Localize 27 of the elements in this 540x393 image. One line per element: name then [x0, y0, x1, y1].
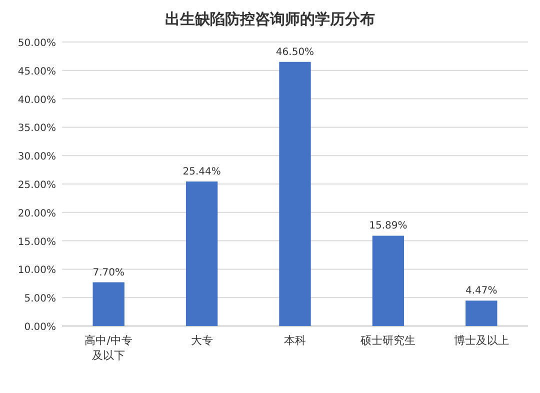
x-tick-label: 本科 [284, 334, 306, 347]
y-tick-label: 10.00% [18, 265, 56, 276]
y-tick-label: 40.00% [18, 94, 56, 106]
y-tick-label: 15.00% [18, 236, 56, 248]
y-tick-label: 20.00% [18, 208, 56, 220]
y-tick-label: 5.00% [24, 294, 56, 305]
bar [92, 282, 124, 326]
data-label: 7.70% [92, 267, 124, 278]
y-tick-label: 50.00% [18, 38, 56, 49]
data-label: 46.50% [276, 46, 314, 58]
x-tick-label: 高中/中专及以下 [84, 334, 132, 362]
data-label: 25.44% [182, 166, 221, 178]
x-tick-label: 大专 [190, 334, 213, 347]
x-tick-label: 博士及以上 [454, 334, 509, 347]
bar [186, 182, 218, 326]
y-tick-label: 30.00% [18, 152, 56, 163]
data-label: 15.89% [369, 220, 408, 232]
bar [279, 62, 311, 326]
data-label: 4.47% [466, 286, 498, 297]
bar [372, 236, 404, 326]
y-tick-label: 35.00% [18, 123, 56, 134]
y-tick-label: 0.00% [24, 322, 56, 333]
bar [466, 300, 498, 326]
x-tick-label: 硕士研究生 [360, 334, 416, 347]
y-tick-label: 25.00% [18, 180, 56, 191]
chart-title: 出生缺陷防控咨询师的学历分布 [165, 10, 375, 28]
y-tick-label: 45.00% [18, 66, 56, 78]
